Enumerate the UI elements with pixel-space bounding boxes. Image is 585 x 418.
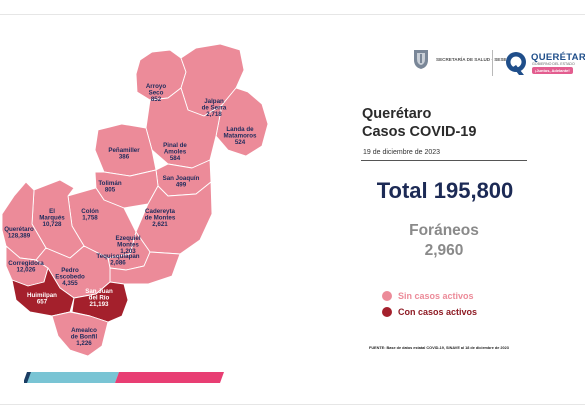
- municipality-regions: [1, 43, 269, 357]
- municipality-cases: 128,389: [8, 233, 31, 240]
- municipality-label-landa: Landa de Matamoros 524: [223, 126, 257, 146]
- health-secretariat-logo: SECRETARÍA DE SALUD · SESEQ: [412, 48, 510, 70]
- municipality-name: Corregidora: [8, 260, 44, 267]
- top-divider: [0, 14, 585, 15]
- municipality-cases: 1,203: [120, 248, 136, 255]
- legend-active-label: Con casos activos: [398, 307, 478, 317]
- page-title-state: Querétaro: [362, 106, 432, 122]
- municipality-label-penamiller: Peñamiller 386: [108, 147, 140, 161]
- municipality-label-huimilpan: Huimilpan 657: [27, 292, 57, 306]
- municipality-name: Colón: [81, 208, 99, 215]
- legend-active: Con casos activos: [382, 307, 477, 317]
- municipality-cases: 12,026: [17, 267, 36, 274]
- municipality-name: de Montes: [145, 215, 176, 222]
- municipality-label-corregidora: Corregidora 12,026: [8, 260, 44, 274]
- state-seal-icon: [414, 50, 428, 69]
- municipality-cases: 4,355: [62, 280, 78, 287]
- municipality-name: Arroyo: [146, 83, 167, 90]
- municipality-cases: 805: [105, 187, 116, 194]
- municipality-label-colon: Colón 1,758: [81, 208, 99, 222]
- municipality-name: Matamoros: [223, 133, 257, 140]
- municipality-label-san-joaquin: San Joaquín 499: [163, 175, 200, 189]
- municipality-cases: 1,226: [76, 340, 92, 347]
- municipality-cases: 386: [119, 154, 130, 161]
- municipality-name: Ezequiel: [115, 235, 140, 242]
- legend-no-active-label: Sin casos activos: [398, 291, 474, 301]
- municipality-name: Tolimán: [98, 180, 121, 187]
- municipality-cases: 852: [151, 96, 162, 103]
- page-title-subject: Casos COVID-19: [362, 124, 477, 140]
- government-name: QUERÉTARO: [531, 52, 585, 63]
- municipality-label-pinal: Pinal de Amoles 584: [163, 142, 187, 162]
- institution-logos: SECRETARÍA DE SALUD · SESEQ QUERÉTARO GO…: [408, 48, 585, 78]
- municipality-name: Peñamiller: [108, 147, 140, 154]
- municipality-name: Tequisquiapan: [96, 253, 139, 260]
- municipality-cases: 657: [37, 299, 48, 306]
- municipality-label-tolimán: Tolimán 805: [98, 180, 121, 194]
- municipality-name: Amealco: [71, 327, 97, 334]
- health-secretariat-name: SECRETARÍA DE SALUD · SESEQ: [436, 56, 511, 62]
- foraneos-label: Foráneos: [409, 222, 479, 239]
- logo-divider: [492, 50, 493, 76]
- municipality-name: Huimilpan: [27, 292, 57, 299]
- foraneos-value: 2,960: [424, 242, 464, 259]
- municipality-label-pedro-escobedo: Pedro Escobedo 4,355: [55, 267, 85, 287]
- source-note: FUENTE: Base de datos estatal COVID-19, …: [369, 346, 509, 350]
- municipality-label-ezequiel: Ezequiel Montes 1,203: [115, 235, 140, 255]
- municipality-cases: 2,718: [206, 111, 222, 118]
- municipality-name: Landa de: [226, 126, 254, 133]
- legend-no-active: Sin casos activos: [382, 291, 474, 301]
- report-date: 19 de diciembre de 2023: [363, 149, 441, 156]
- municipality-name: de Bonfil: [71, 334, 98, 341]
- municipality-name: Seco: [149, 90, 164, 97]
- municipality-amealco: [51, 311, 109, 357]
- municipality-cases: 584: [170, 155, 181, 162]
- municipality-label-amealco: Amealco de Bonfil 1,226: [71, 327, 98, 347]
- government-slogan: ¡Juntos, Adelante!: [532, 67, 573, 74]
- municipality-name: Cadereyta: [145, 208, 175, 215]
- municipality-name: Escobedo: [55, 274, 85, 281]
- municipality-name: Pedro: [61, 267, 79, 274]
- municipality-name: Montes: [117, 242, 139, 249]
- municipality-label-cadereyta: Cadereyta de Montes 2,621: [145, 208, 176, 228]
- municipality-name: San Joaquín: [163, 175, 200, 182]
- municipality-label-jalpan: Jalpan de Serra 2,718: [202, 98, 227, 118]
- municipality-label-arroyo-seco: Arroyo Seco 852: [146, 83, 167, 103]
- title-underline: [361, 160, 527, 161]
- bottom-divider: [0, 404, 585, 405]
- municipality-cases: 499: [176, 182, 187, 189]
- municipality-name: El: [49, 208, 55, 215]
- municipality-name: Marqués: [39, 215, 65, 222]
- municipality-name: Querétaro: [4, 226, 34, 233]
- municipality-name: Pinal de: [163, 142, 187, 149]
- queretaro-map: Arroyo Seco 852 Jalpan de Serra 2,718 Landa de…: [1, 43, 269, 357]
- municipality-label-el-marques: El Marqués 10,728: [39, 208, 65, 228]
- government-subtitle: GOBIERNO DEL ESTADO: [532, 62, 575, 66]
- municipality-label-san-juan: San Juan del Río 21,193: [85, 288, 113, 308]
- municipality-cases: 524: [235, 139, 246, 146]
- municipality-cases: 2,621: [152, 221, 168, 228]
- queretaro-q-icon: [506, 52, 526, 75]
- decorative-color-band: [24, 372, 224, 383]
- legend-no-active-swatch: [382, 291, 392, 301]
- municipality-label-queretaro: Querétaro 128,389: [4, 226, 34, 240]
- municipality-cases: 2,086: [110, 260, 126, 267]
- municipality-cases: 1,758: [82, 215, 98, 222]
- total-cases: Total 195,800: [376, 178, 514, 203]
- municipality-name: de Serra: [202, 105, 227, 112]
- municipality-labels: Arroyo Seco 852 Jalpan de Serra 2,718 Landa de…: [4, 83, 257, 347]
- municipality-name: del Río: [89, 295, 110, 302]
- municipality-label-tequisquiapan: Tequisquiapan 2,086: [96, 253, 139, 267]
- municipality-name: San Juan: [85, 288, 113, 295]
- legend-active-swatch: [382, 307, 392, 317]
- municipality-cases: 21,193: [90, 301, 109, 308]
- municipality-name: Jalpan: [204, 98, 224, 105]
- state-government-logo: QUERÉTARO GOBIERNO DEL ESTADO ¡Juntos, A…: [504, 49, 585, 77]
- municipality-cases: 10,728: [43, 221, 62, 228]
- municipality-name: Amoles: [164, 149, 187, 156]
